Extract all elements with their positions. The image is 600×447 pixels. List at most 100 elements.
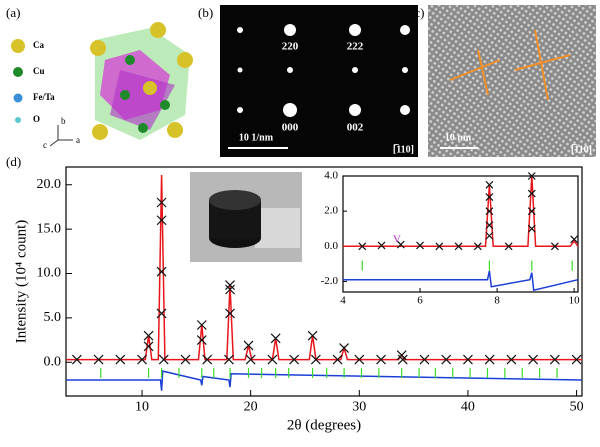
hrtem-image: 10 nm [̅110] — [428, 5, 596, 157]
atom — [160, 100, 170, 110]
data-point — [143, 341, 154, 352]
panel-label: (a) — [6, 5, 20, 20]
ruler — [255, 208, 300, 248]
x-tick-label: 40 — [461, 399, 475, 414]
atom — [120, 90, 130, 100]
atom — [167, 122, 183, 138]
data-point — [245, 354, 256, 365]
axis-name: a — [76, 135, 80, 145]
inset-chart: 4 6 8 10 -2.0 0.0 2.0 4.0 V — [321, 170, 581, 307]
data-point — [454, 242, 463, 251]
diffraction-image — [220, 5, 418, 157]
spot-label: 002 — [347, 122, 364, 134]
axis-name: b — [61, 116, 66, 126]
data-point — [504, 242, 513, 251]
lattice-image — [428, 5, 596, 157]
data-point — [354, 354, 365, 365]
data-point — [485, 221, 494, 230]
y-tick-label: 15.0 — [37, 221, 62, 236]
data-point — [377, 241, 386, 250]
data-point — [202, 354, 213, 365]
data-point — [156, 266, 167, 277]
data-point — [180, 354, 191, 365]
data-point — [485, 231, 494, 240]
pellet — [209, 190, 261, 210]
data-point — [115, 354, 126, 365]
spot-label: 220 — [282, 41, 299, 53]
legend-cu — [13, 67, 23, 77]
legend-o — [15, 117, 21, 123]
legend-label: Ca — [33, 40, 44, 50]
data-point — [225, 280, 235, 290]
data-point — [397, 354, 408, 365]
data-point — [310, 354, 321, 365]
data-point — [571, 354, 582, 365]
legend-label: O — [33, 114, 40, 124]
scale-label: 10 nm — [445, 132, 472, 143]
data-point — [416, 241, 424, 250]
atom — [90, 40, 106, 56]
data-point — [527, 224, 536, 233]
data-point — [527, 207, 536, 216]
data-point — [158, 354, 169, 365]
data-point — [485, 180, 494, 189]
panel-label: (b) — [198, 5, 213, 20]
atom — [92, 124, 108, 140]
x-tick-label: 30 — [352, 399, 366, 414]
x-tick-label: 10 — [569, 294, 581, 306]
data-point — [419, 354, 430, 365]
data-point — [527, 189, 536, 198]
data-point — [396, 240, 405, 249]
data-point — [224, 354, 234, 365]
diffraction-pattern: 220 222 000 002 10 1/nm [̅110] — [220, 5, 418, 157]
data-point — [339, 343, 350, 353]
y-tick-label: 2.0 — [324, 205, 338, 217]
x-tick-label: 20 — [244, 399, 258, 414]
series-line — [66, 370, 583, 391]
spot-label: 000 — [282, 122, 299, 134]
y-tick-label: -2.0 — [321, 275, 339, 287]
data-point — [156, 197, 167, 208]
data-point — [527, 172, 536, 180]
x-tick-label: 8 — [494, 294, 500, 306]
data-point — [549, 354, 560, 365]
zone-axis: [̅110] — [393, 144, 414, 155]
data-point — [332, 354, 343, 365]
data-point — [484, 354, 495, 365]
sample-photo — [190, 172, 302, 262]
plot-area — [342, 175, 579, 293]
series-line — [343, 270, 579, 292]
panel-label: (d) — [6, 154, 21, 169]
data-point — [225, 308, 235, 319]
atom — [138, 123, 148, 133]
data-point — [358, 242, 367, 251]
y-tick-label: 10.0 — [37, 266, 62, 281]
x-tick-label: 10 — [135, 399, 149, 414]
atom — [143, 81, 157, 95]
legend-label: Cu — [33, 66, 45, 76]
data-point — [270, 333, 281, 344]
axis-name: c — [43, 140, 47, 150]
legend-fe — [12, 92, 24, 104]
y-axis-label: Intensity (10⁴ count) — [13, 220, 29, 344]
zone-axis: [̅110] — [571, 144, 592, 155]
y-tick-label: 4.0 — [324, 170, 338, 182]
y-tick-label: 0.0 — [44, 354, 62, 369]
axis-arrow — [49, 139, 59, 147]
x-tick-label: 50 — [570, 399, 584, 414]
data-point — [376, 354, 386, 365]
data-point — [143, 330, 154, 341]
data-point — [485, 193, 494, 202]
data-point — [137, 354, 147, 365]
data-point — [93, 354, 104, 365]
polyhedron — [110, 70, 175, 130]
data-point — [289, 354, 300, 365]
annotation: V — [393, 234, 401, 246]
x-axis-label: 2θ (degrees) — [287, 417, 361, 433]
data-point — [570, 235, 579, 244]
crystal-structure: Ca Cu Fe/Ta O b c a — [11, 22, 193, 150]
data-point — [243, 340, 254, 351]
data-point — [307, 330, 318, 341]
data-point — [485, 207, 494, 216]
